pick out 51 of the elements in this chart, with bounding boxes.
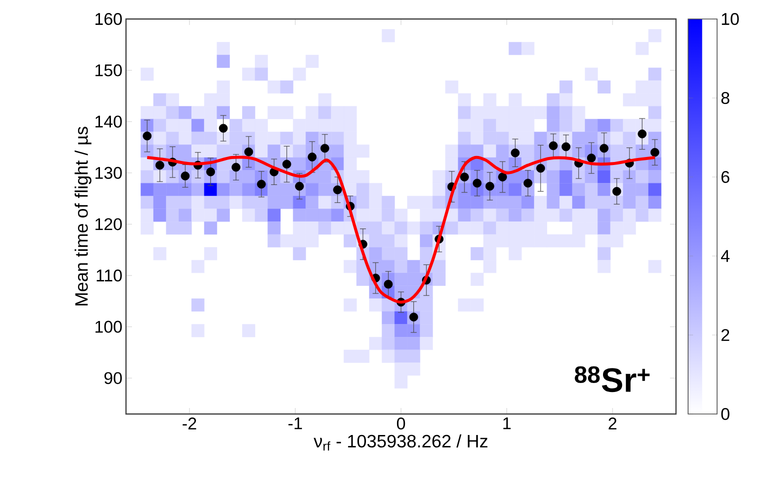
point [384,280,393,289]
point [600,144,608,153]
y-tick-label: 110 [96,269,122,282]
point [142,132,152,140]
point [485,182,494,191]
y-tick-label: 150 [96,64,122,76]
point [510,148,520,158]
point [548,141,558,150]
color-bar-label: 2 [721,329,730,341]
point [333,185,342,194]
point [586,154,596,162]
x-tick-label: -2 [182,418,196,430]
point [409,312,418,322]
x-tick-label: 2 [608,418,616,430]
point [282,160,292,169]
color-bar-label: 8 [721,92,730,104]
y-tick-label: 90 [104,372,122,384]
point [218,124,228,133]
point [460,172,469,182]
point [524,178,532,188]
y-tick-label: 160 [96,13,122,25]
point [650,148,660,157]
point [295,182,304,191]
point [244,147,254,156]
point [498,172,507,182]
point [638,130,647,138]
color-bar-label: 6 [721,171,730,183]
point [232,162,240,172]
point [180,172,190,180]
x-tick-label: -1 [288,418,302,430]
point [155,160,164,170]
x-axis-title: ν$_{rf}$ - 1035938.262 / Hz [314,434,488,450]
x-tick-label: 1 [503,418,511,430]
y-tick-label: 100 [96,320,122,333]
y-tick-label: 120 [96,218,122,230]
point [562,142,570,152]
point [612,186,622,196]
point [472,178,482,188]
point [320,144,330,153]
point [308,152,317,162]
y-axis-title: Mean time of flight / µs [74,126,92,306]
x-tick-label: 0 [396,418,406,430]
color-bar-label: 10 [722,13,739,25]
text: $^{88}$Sr$^{+}$ [574,366,650,392]
color-bar-label: 4 [721,250,730,262]
y-tick-label: 140 [96,116,122,128]
y-tick-label: 130 [96,166,122,179]
point [206,167,216,176]
point [256,180,266,189]
point [536,164,546,173]
color-bar-label: 0 [721,408,730,420]
